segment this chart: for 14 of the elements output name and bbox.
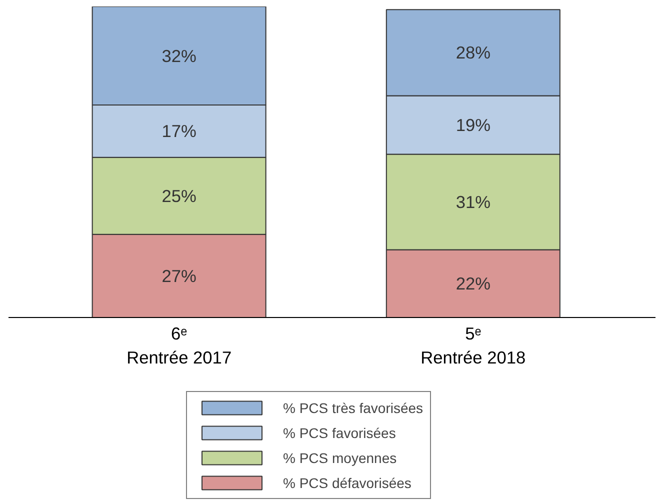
data-label: 22%: [456, 274, 491, 294]
x-tick-label: 6ᵉ Rentrée 2017: [126, 324, 232, 368]
legend-label: % PCS très favorisées: [283, 400, 424, 416]
data-label: 17%: [162, 121, 196, 142]
data-label: 19%: [456, 115, 491, 136]
data-label: 28%: [456, 42, 491, 63]
data-label: 32%: [162, 46, 196, 66]
data-label: 31%: [456, 192, 491, 212]
x-tick-label: 5ᵉ Rentrée 2018: [420, 324, 526, 368]
legend-label: % PCS moyennes: [283, 450, 397, 466]
data-label: 25%: [162, 186, 196, 206]
legend-label: % PCS défavorisées: [283, 474, 412, 490]
data-label: 27%: [162, 266, 196, 286]
legend-label: % PCS favorisées: [283, 424, 396, 440]
